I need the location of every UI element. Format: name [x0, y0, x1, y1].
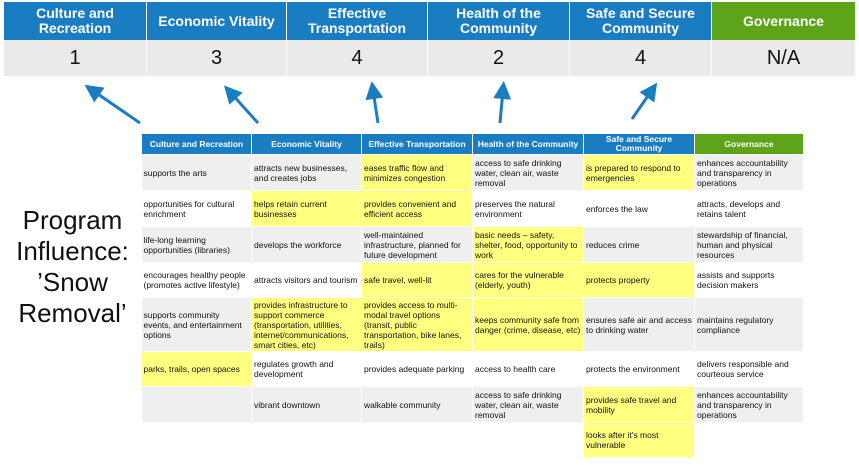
table-cell: encourages healthy people (promotes acti…: [141, 262, 252, 298]
label-line: Influence:: [16, 236, 129, 266]
table-cell: attracts, develops and retains talent: [694, 190, 804, 227]
table-cell: access to health care: [472, 351, 584, 387]
arrow-icon: [365, 81, 384, 124]
table-cell: access to safe drinking water, clean air…: [472, 386, 584, 423]
table-cell: opportunities for cultural enrichment: [141, 190, 252, 227]
table-cell: provides convenient and efficient access: [361, 190, 473, 227]
program-influence-label: Program Influence: ’Snow Removal’: [0, 205, 145, 329]
table-header: Safe and Secure Community: [583, 133, 695, 155]
table-header: Health of the Community: [472, 133, 584, 155]
table-cell: parks, trails, open spaces: [141, 351, 252, 387]
table-cell: provides safe travel and mobility: [583, 386, 695, 423]
table-row: parks, trails, open spaces regulates grow…: [141, 351, 804, 387]
arrow-icon: [630, 82, 658, 120]
table-cell: protects property: [583, 262, 695, 298]
criteria-table: Culture and Recreation Economic Vitality E…: [141, 133, 804, 458]
table-cell: preserves the natural environment: [472, 190, 584, 227]
table-cell: stewardship of financial, human and phys…: [694, 226, 804, 263]
table-cell: eases traffic flow and minimizes congest…: [361, 154, 473, 191]
table-cell: attracts visitors and tourism: [251, 262, 362, 298]
summary-score: 1: [4, 40, 147, 76]
summary-header: Governance: [712, 2, 856, 40]
table-cell: attracts new businesses, and creates job…: [251, 154, 362, 191]
label-line: ’Snow: [37, 267, 108, 297]
table-row: looks after it's most vulnerable: [141, 422, 804, 458]
table-row: opportunities for cultural enrichment hel…: [141, 190, 804, 227]
arrow-icon: [493, 81, 512, 124]
summary-score: 4: [570, 40, 712, 76]
table-header: Economic Vitality: [251, 133, 362, 155]
table-cell: [141, 386, 252, 423]
table-cell: [694, 422, 804, 458]
table-header: Effective Transportation: [361, 133, 473, 155]
table-cell: maintains regulatory compliance: [694, 297, 804, 352]
table-cell: enforces the law: [583, 190, 695, 227]
table-cell: supports community events, and entertain…: [141, 297, 252, 352]
table-cell: provides access to multi-modal travel op…: [361, 297, 473, 352]
table-cell: [472, 422, 584, 458]
table-cell: ensures safe air and access to drinking …: [583, 297, 695, 352]
summary-score: 3: [147, 40, 287, 76]
summary-scores: Culture and Recreation Economic Vitality E…: [4, 2, 856, 76]
table-cell: develops the workforce: [251, 226, 362, 263]
table-cell: is prepared to respond to emergencies: [583, 154, 695, 191]
summary-header: Culture and Recreation: [4, 2, 147, 40]
table-row: life-long learning opportunities (librar…: [141, 226, 804, 263]
summary-header: Health of the Community: [428, 2, 570, 40]
summary-header: Economic Vitality: [147, 2, 287, 40]
table-row: vibrant downtown walkable community access…: [141, 386, 804, 423]
table-header: Culture and Recreation: [141, 133, 252, 155]
table-cell: cares for the vulnerable (elderly, youth…: [472, 262, 584, 298]
table-header: Governance: [694, 133, 804, 155]
summary-score: N/A: [712, 40, 856, 76]
summary-header: Safe and Secure Community: [570, 2, 712, 40]
table-cell: [361, 422, 473, 458]
table-cell: regulates growth and development: [251, 351, 362, 387]
table-cell: provides infrastructure to support comme…: [251, 297, 362, 352]
label-line: Program: [22, 205, 123, 235]
table-cell: keeps community safe from danger (crime,…: [472, 297, 584, 352]
arrow-icon: [84, 84, 141, 125]
table-cell: looks after it's most vulnerable: [583, 422, 695, 458]
table-cell: helps retain current businesses: [251, 190, 362, 227]
table-cell: [251, 422, 362, 458]
table-row: supports community events, and entertain…: [141, 297, 804, 352]
table-cell: enhances accountability and transparency…: [694, 154, 804, 191]
table-cell: delivers responsible and courteous servi…: [694, 351, 804, 387]
table-cell: supports the arts: [141, 154, 252, 191]
table-cell: basic needs – safety, shelter, food, opp…: [472, 226, 584, 263]
table-cell: walkable community: [361, 386, 473, 423]
summary-header: Effective Transportation: [287, 2, 428, 40]
table-cell: protects the environment: [583, 351, 695, 387]
table-cell: reduces crime: [583, 226, 695, 263]
table-cell: safe travel, well-lit: [361, 262, 473, 298]
table-cell: [141, 422, 252, 458]
table-cell: enhances accountability and transparency…: [694, 386, 804, 423]
arrow-icon: [223, 85, 260, 125]
table-cell: access to safe drinking water, clean air…: [472, 154, 584, 191]
label-line: Removal’: [18, 298, 127, 328]
table-cell: vibrant downtown: [251, 386, 362, 423]
table-row: encourages healthy people (promotes acti…: [141, 262, 804, 298]
table-cell: well-maintained infrastructure, planned …: [361, 226, 473, 263]
table-cell: life-long learning opportunities (librar…: [141, 226, 252, 263]
summary-score: 4: [287, 40, 428, 76]
table-row: supports the arts attracts new businesses…: [141, 154, 804, 191]
table-cell: provides adequate parking: [361, 351, 473, 387]
summary-score: 2: [428, 40, 570, 76]
table-cell: assists and supports decision makers: [694, 262, 804, 298]
